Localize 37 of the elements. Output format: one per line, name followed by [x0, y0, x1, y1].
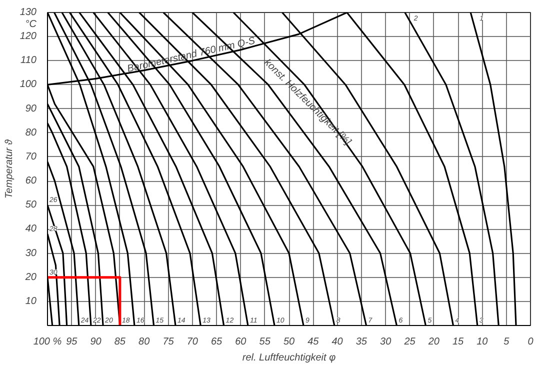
x-axis-title: rel. Luftfeuchtigkeit φ [242, 352, 336, 364]
y-tick-label: 10 [25, 296, 37, 307]
y-tick-label: 70 [25, 151, 37, 162]
x-tick-label: 85 [114, 336, 126, 348]
y-tick-label: 120 [20, 31, 37, 42]
y-tick-label: 60 [25, 176, 37, 187]
x-tick-label: 65 [210, 336, 223, 348]
x-tick-label: 20 [427, 336, 440, 348]
x-tick-label: 100 % [33, 336, 62, 348]
x-tick-label: 75 [162, 336, 174, 348]
x-tick-label: 60 [235, 336, 247, 348]
y-tick-label: 20 [24, 272, 37, 283]
x-tick-label: 95 [66, 336, 78, 348]
y-tick-label: 80 [25, 127, 37, 138]
text: °C [25, 19, 38, 30]
x-tick-label: 45 [308, 336, 320, 348]
x-tick-label: 50 [283, 336, 295, 348]
x-tick-label: 0 [528, 336, 534, 348]
y-tick-label: 50 [25, 200, 37, 211]
y-tick-label: 90 [25, 103, 37, 114]
x-tick-label: 5 [504, 336, 510, 348]
x-tick-label: 40 [332, 336, 344, 348]
y-axis-title: Temperatur ϑ [4, 138, 15, 199]
x-tick-label: 55 [259, 336, 271, 348]
y-tick-label: 40 [25, 224, 37, 235]
x-tick-label: 35 [356, 336, 368, 348]
y-tick-label: 30 [25, 248, 37, 259]
y-tick-label: 110 [20, 55, 37, 66]
x-tick-label: 30 [380, 336, 392, 348]
x-tick-label: 25 [403, 336, 416, 348]
x-tick-label: 90 [90, 336, 102, 348]
y-tick-label: 130 [20, 7, 37, 18]
x-tick-label: 80 [138, 336, 150, 348]
x-tick-label: 70 [186, 336, 198, 348]
x-tick-label: 10 [476, 336, 488, 348]
x-tick-label: 15 [452, 336, 464, 348]
y-tick-label: 100 [20, 79, 37, 90]
